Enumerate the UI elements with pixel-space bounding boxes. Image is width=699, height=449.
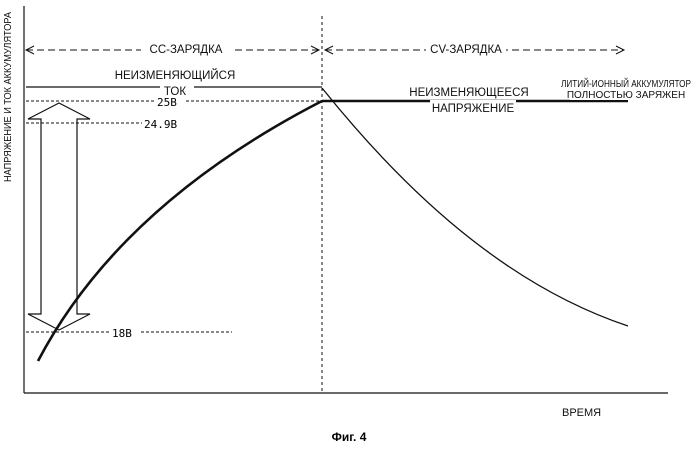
- x-axis-label: ВРЕМЯ: [562, 407, 601, 419]
- constant-voltage-label-line2: НАПРЯЖЕНИЕ: [432, 103, 515, 115]
- current-decay-curve: [322, 88, 628, 326]
- cc-phase-label: СС-ЗАРЯДКА: [150, 44, 223, 56]
- constant-current-label-line1: НЕИЗМЕНЯЮЩИЙСЯ: [115, 69, 236, 82]
- figure-caption: Фиг. 4: [332, 430, 367, 444]
- voltage-25-label: 25В: [157, 96, 177, 109]
- voltage-18-label: 18В: [112, 327, 132, 340]
- voltage-24-9-label: 24.9В: [144, 118, 177, 131]
- constant-voltage-label-line1: НЕИЗМЕНЯЮЩЕЕСЯ: [409, 87, 528, 99]
- full-charge-label-line1: ЛИТИЙ-ИОННЫЙ АККУМУЛЯТОР: [561, 77, 691, 90]
- y-axis-label: НАПРЯЖЕНИЕ И ТОК АККУМУЛЯТОРА: [3, 12, 14, 182]
- cv-phase-label: CV-ЗАРЯДКА: [430, 44, 502, 56]
- voltage-rise-curve: [38, 101, 322, 361]
- full-charge-label-line2: ПОЛНОСТЬЮ ЗАРЯЖЕН: [567, 90, 685, 101]
